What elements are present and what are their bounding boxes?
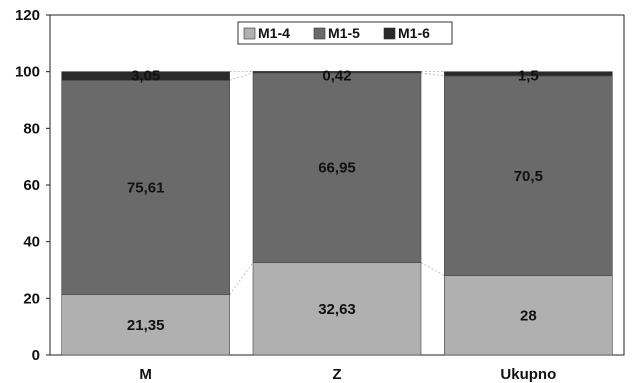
bar-m1-6-z — [252, 71, 422, 74]
legend: M1-4 M1-5 M1-6 — [237, 21, 453, 45]
legend-label-m1-6: M1-6 — [398, 25, 430, 41]
legend-swatch-m1-6 — [383, 27, 396, 40]
legend-box — [237, 21, 453, 45]
data-label-m1-5-ukupno: 70,5 — [514, 168, 543, 185]
x-tick-label: M — [139, 366, 152, 383]
bar-m1-5-ukupno — [444, 75, 613, 276]
data-label-m1-4-ukupno: 28 — [520, 307, 537, 324]
bar-m1-5-m — [61, 79, 230, 295]
bar-m1-4-m — [61, 294, 230, 356]
series-connector-line — [420, 262, 445, 276]
data-labels: 21,35 75,61 3,05 32,63 66,95 0,42 28 70,5 1,5 — [127, 68, 543, 334]
y-tick-label: 120 — [15, 7, 40, 24]
data-label-m1-4-m: 21,35 — [127, 317, 165, 334]
legend-label-m1-5: M1-5 — [328, 25, 360, 41]
legend-swatch-m1-4 — [243, 27, 256, 40]
series-connector-line — [229, 72, 254, 81]
data-label-m1-6-m: 3,05 — [131, 68, 160, 85]
x-tick-label: Z — [332, 366, 341, 383]
bar-m1-5-z — [252, 72, 422, 263]
y-tick-label: 0 — [32, 347, 40, 364]
data-label-m1-5-m: 75,61 — [127, 179, 165, 196]
legend-swatch-m1-5 — [313, 27, 326, 40]
y-tick-label: 80 — [23, 120, 40, 137]
y-tick-label: 60 — [23, 177, 40, 194]
y-tick-label: 100 — [15, 64, 40, 81]
series-connectors — [229, 71, 445, 295]
series-connector-line — [229, 262, 254, 295]
data-label-m1-5-z: 66,95 — [318, 160, 356, 177]
bar-m1-4-z — [252, 262, 422, 356]
legend-label-m1-4: M1-4 — [258, 25, 290, 41]
data-label-m1-6-ukupno: 1,5 — [518, 68, 539, 85]
x-axis: M Z Ukupno — [139, 366, 556, 383]
data-label-m1-4-z: 32,63 — [318, 301, 356, 318]
x-tick-label: Ukupno — [500, 366, 556, 383]
y-axis: 0 20 40 60 80 100 120 — [15, 7, 50, 364]
data-label-m1-6-z: 0,42 — [322, 68, 351, 85]
y-tick-label: 40 — [23, 234, 40, 251]
y-tick-label: 20 — [23, 290, 40, 307]
bars — [61, 71, 613, 356]
bar-m1-6-ukupno — [444, 71, 613, 77]
bar-m1-6-m — [61, 71, 230, 81]
